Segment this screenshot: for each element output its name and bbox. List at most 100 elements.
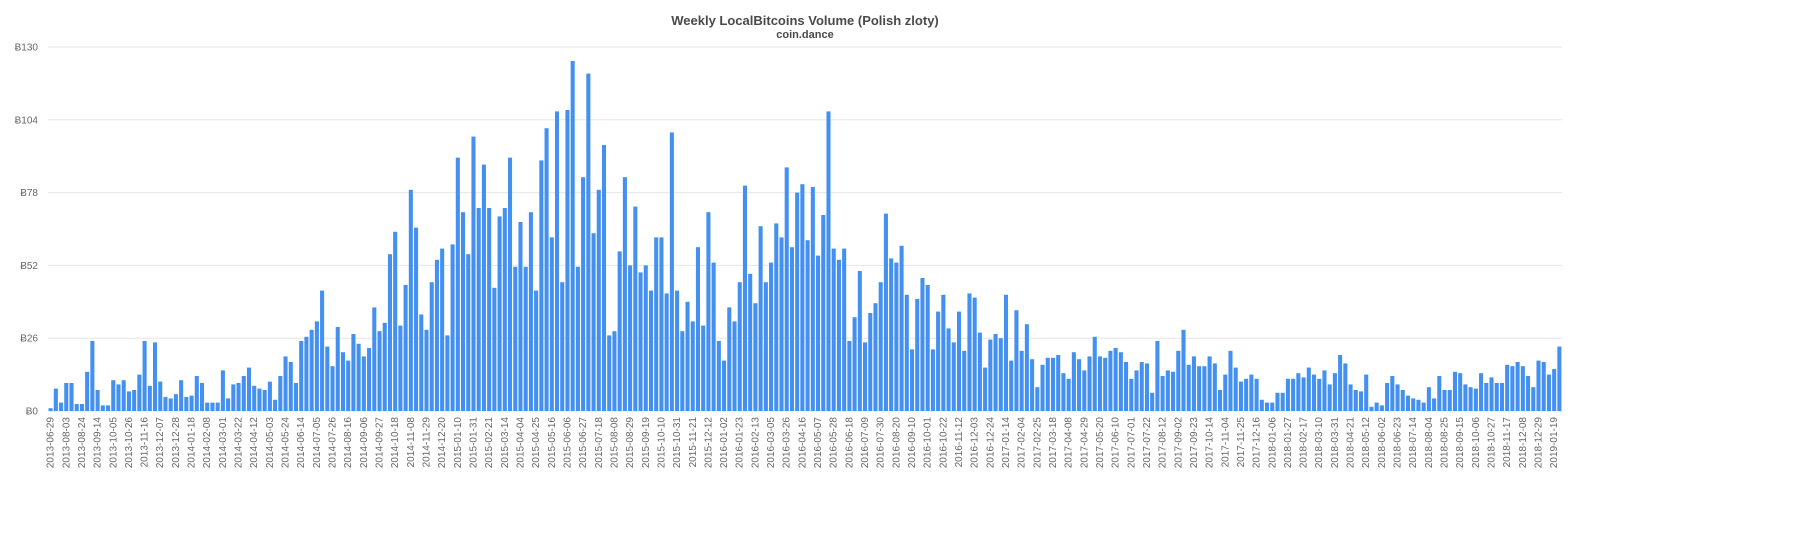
- bar[interactable]: [414, 227, 419, 411]
- bar[interactable]: [142, 341, 147, 411]
- bar[interactable]: [147, 385, 152, 411]
- bar[interactable]: [1066, 378, 1071, 411]
- bar[interactable]: [894, 262, 899, 411]
- bar[interactable]: [299, 341, 304, 411]
- bar[interactable]: [1071, 352, 1076, 411]
- bar[interactable]: [1322, 370, 1327, 411]
- bar[interactable]: [1108, 350, 1113, 411]
- bar[interactable]: [1473, 388, 1478, 411]
- bar[interactable]: [549, 237, 554, 411]
- bar[interactable]: [1118, 352, 1123, 411]
- bar[interactable]: [1139, 362, 1144, 411]
- bar[interactable]: [628, 265, 633, 411]
- bar[interactable]: [748, 273, 753, 411]
- bar[interactable]: [821, 215, 826, 411]
- bar[interactable]: [1343, 363, 1348, 411]
- bar[interactable]: [554, 111, 560, 412]
- bar[interactable]: [1202, 366, 1207, 411]
- bar[interactable]: [534, 290, 539, 411]
- bar[interactable]: [1244, 378, 1249, 411]
- bar[interactable]: [1186, 364, 1191, 411]
- bar[interactable]: [476, 208, 481, 411]
- bar[interactable]: [601, 145, 607, 411]
- bar[interactable]: [638, 272, 643, 411]
- bar[interactable]: [59, 402, 64, 411]
- bar[interactable]: [701, 325, 706, 411]
- bar[interactable]: [424, 329, 429, 411]
- bar[interactable]: [1348, 384, 1353, 411]
- bar[interactable]: [1421, 402, 1426, 411]
- bar[interactable]: [1463, 384, 1468, 411]
- bar[interactable]: [1291, 378, 1296, 411]
- bar[interactable]: [1233, 367, 1238, 411]
- bar[interactable]: [925, 285, 930, 411]
- bar[interactable]: [664, 293, 669, 411]
- bar[interactable]: [1385, 383, 1390, 411]
- bar[interactable]: [1358, 391, 1364, 411]
- bar[interactable]: [106, 405, 111, 411]
- bar[interactable]: [173, 394, 178, 411]
- bar[interactable]: [643, 265, 648, 411]
- bar[interactable]: [1479, 373, 1484, 411]
- bar[interactable]: [314, 321, 319, 411]
- bar[interactable]: [1003, 294, 1009, 411]
- bar[interactable]: [293, 383, 299, 411]
- bar[interactable]: [502, 208, 507, 411]
- bar[interactable]: [340, 352, 346, 411]
- bar[interactable]: [570, 61, 575, 411]
- bar[interactable]: [48, 408, 53, 411]
- bar[interactable]: [487, 208, 492, 411]
- bar[interactable]: [1030, 359, 1035, 411]
- bar[interactable]: [915, 299, 920, 411]
- bar[interactable]: [1035, 387, 1040, 411]
- bar[interactable]: [596, 189, 601, 411]
- bar[interactable]: [132, 390, 137, 411]
- bar[interactable]: [346, 360, 351, 411]
- bar[interactable]: [1280, 392, 1285, 411]
- bar[interactable]: [810, 187, 815, 411]
- bar[interactable]: [909, 349, 915, 411]
- bar[interactable]: [231, 384, 236, 411]
- bar[interactable]: [1264, 402, 1270, 411]
- bar[interactable]: [1024, 324, 1029, 411]
- bar[interactable]: [361, 356, 366, 411]
- bar[interactable]: [1171, 371, 1176, 411]
- bar[interactable]: [737, 282, 742, 411]
- bar[interactable]: [539, 160, 544, 411]
- bar[interactable]: [1369, 406, 1374, 411]
- bar[interactable]: [1254, 378, 1259, 411]
- bar[interactable]: [1285, 378, 1290, 411]
- bar[interactable]: [1155, 341, 1160, 411]
- bar[interactable]: [836, 259, 841, 411]
- bar[interactable]: [1045, 357, 1050, 411]
- bar[interactable]: [111, 380, 116, 411]
- bar[interactable]: [983, 367, 988, 411]
- bar[interactable]: [889, 258, 894, 411]
- bar[interactable]: [617, 251, 622, 411]
- bar[interactable]: [1218, 390, 1223, 411]
- bar[interactable]: [1097, 356, 1103, 411]
- bar[interactable]: [90, 341, 95, 411]
- bar[interactable]: [560, 282, 565, 411]
- bar[interactable]: [967, 293, 972, 411]
- bar[interactable]: [1374, 402, 1379, 411]
- bar[interactable]: [758, 226, 763, 411]
- bar[interactable]: [241, 376, 246, 411]
- bar[interactable]: [1176, 350, 1181, 411]
- bar[interactable]: [481, 164, 486, 411]
- bar[interactable]: [1541, 362, 1546, 411]
- bar[interactable]: [497, 216, 502, 411]
- bar[interactable]: [419, 314, 424, 411]
- bar[interactable]: [831, 248, 836, 411]
- bar[interactable]: [1332, 373, 1337, 411]
- bar[interactable]: [675, 290, 680, 411]
- bar[interactable]: [695, 247, 701, 411]
- bar[interactable]: [936, 311, 941, 411]
- bar[interactable]: [1207, 356, 1212, 411]
- bar[interactable]: [1557, 346, 1562, 411]
- bar[interactable]: [1165, 370, 1170, 411]
- bar[interactable]: [951, 342, 956, 411]
- bar[interactable]: [440, 248, 445, 411]
- bar[interactable]: [518, 222, 523, 411]
- bar[interactable]: [1181, 329, 1186, 411]
